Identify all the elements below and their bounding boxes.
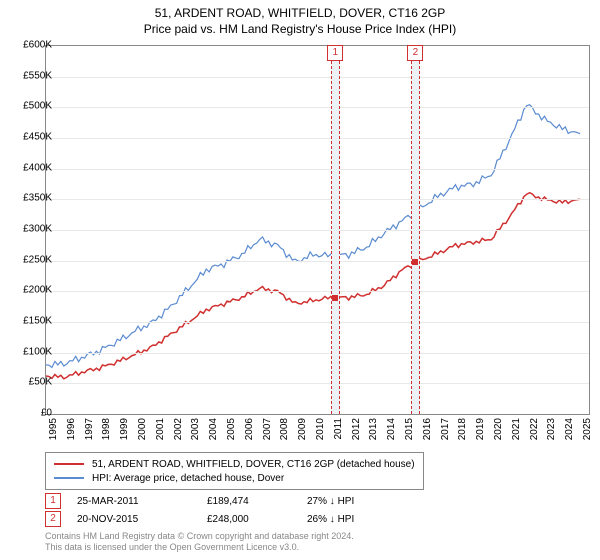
x-axis-label: 2005 <box>226 418 237 448</box>
x-axis-label: 2001 <box>155 418 166 448</box>
y-axis-label: £400K <box>12 162 52 173</box>
event-data-table: 1 25-MAR-2011£189,47427% ↓ HPI 2 20-NOV-201… <box>45 492 397 528</box>
legend-swatch <box>54 477 84 479</box>
chart-title-group: 51, ARDENT ROAD, WHITFIELD, DOVER, CT16 … <box>0 0 600 36</box>
x-axis-label: 2004 <box>208 418 219 448</box>
chart-plot-area: 12 <box>45 45 590 415</box>
x-axis-label: 1997 <box>84 418 95 448</box>
gridline-h <box>46 230 589 231</box>
legend-row: 51, ARDENT ROAD, WHITFIELD, DOVER, CT16 … <box>54 457 415 471</box>
x-axis-label: 1995 <box>48 418 59 448</box>
y-axis-label: £300K <box>12 224 52 235</box>
y-axis-label: £500K <box>12 101 52 112</box>
x-axis-label: 2018 <box>457 418 468 448</box>
x-axis-label: 2016 <box>422 418 433 448</box>
event-band: 2 <box>411 46 420 414</box>
x-axis-label: 2019 <box>475 418 486 448</box>
x-axis-label: 2002 <box>173 418 184 448</box>
y-axis-label: £550K <box>12 70 52 81</box>
y-axis-label: £150K <box>12 316 52 327</box>
x-axis-label: 1999 <box>119 418 130 448</box>
event-data-row: 1 25-MAR-2011£189,47427% ↓ HPI <box>45 492 397 510</box>
sale-marker <box>332 295 338 301</box>
event-price: £189,474 <box>207 496 307 507</box>
x-axis-label: 2006 <box>244 418 255 448</box>
copyright-notice: Contains HM Land Registry data © Crown c… <box>45 531 354 554</box>
x-axis-label: 2000 <box>137 418 148 448</box>
copyright-line1: Contains HM Land Registry data © Crown c… <box>45 531 354 543</box>
x-axis-label: 2023 <box>546 418 557 448</box>
x-axis-label: 2009 <box>297 418 308 448</box>
x-axis-label: 2017 <box>440 418 451 448</box>
gridline-h <box>46 353 589 354</box>
x-axis-label: 2024 <box>564 418 575 448</box>
x-axis-label: 2015 <box>404 418 415 448</box>
x-axis-label: 2021 <box>511 418 522 448</box>
legend-swatch <box>54 463 84 465</box>
x-axis-label: 2022 <box>529 418 540 448</box>
event-number-box: 2 <box>45 511 61 527</box>
x-axis-label: 2014 <box>386 418 397 448</box>
legend: 51, ARDENT ROAD, WHITFIELD, DOVER, CT16 … <box>45 452 424 490</box>
series-line-prop <box>46 193 580 379</box>
event-date: 20-NOV-2015 <box>77 514 207 525</box>
x-axis-label: 2025 <box>582 418 593 448</box>
event-band: 1 <box>331 46 340 414</box>
series-line-hpi <box>46 105 580 368</box>
y-axis-label: £50K <box>12 377 52 388</box>
y-axis-label: £350K <box>12 193 52 204</box>
gridline-h <box>46 138 589 139</box>
gridline-h <box>46 261 589 262</box>
event-marker-number: 2 <box>407 45 423 61</box>
copyright-line2: This data is licensed under the Open Gov… <box>45 542 354 554</box>
sale-marker <box>412 259 418 265</box>
gridline-h <box>46 291 589 292</box>
y-axis-label: £250K <box>12 254 52 265</box>
event-number-box: 1 <box>45 493 61 509</box>
legend-label: 51, ARDENT ROAD, WHITFIELD, DOVER, CT16 … <box>92 459 415 470</box>
event-price: £248,000 <box>207 514 307 525</box>
y-axis-label: £200K <box>12 285 52 296</box>
event-delta: 27% ↓ HPI <box>307 496 397 507</box>
y-axis-label: £450K <box>12 132 52 143</box>
x-axis-label: 2020 <box>493 418 504 448</box>
x-axis-label: 1998 <box>101 418 112 448</box>
y-axis-label: £0 <box>12 408 52 419</box>
event-marker-number: 1 <box>327 45 343 61</box>
gridline-h <box>46 169 589 170</box>
x-axis-label: 1996 <box>66 418 77 448</box>
x-axis-label: 2012 <box>351 418 362 448</box>
legend-row: HPI: Average price, detached house, Dove… <box>54 471 415 485</box>
legend-label: HPI: Average price, detached house, Dove… <box>92 473 284 484</box>
title-address: 51, ARDENT ROAD, WHITFIELD, DOVER, CT16 … <box>0 6 600 20</box>
x-axis-label: 2003 <box>190 418 201 448</box>
event-data-row: 2 20-NOV-2015£248,00026% ↓ HPI <box>45 510 397 528</box>
event-delta: 26% ↓ HPI <box>307 514 397 525</box>
x-axis-label: 2007 <box>262 418 273 448</box>
y-axis-label: £100K <box>12 346 52 357</box>
x-axis-label: 2008 <box>279 418 290 448</box>
gridline-h <box>46 107 589 108</box>
gridline-h <box>46 77 589 78</box>
event-date: 25-MAR-2011 <box>77 496 207 507</box>
x-axis-label: 2010 <box>315 418 326 448</box>
gridline-h <box>46 322 589 323</box>
y-axis-label: £600K <box>12 40 52 51</box>
gridline-h <box>46 199 589 200</box>
x-axis-label: 2011 <box>333 418 344 448</box>
title-subtitle: Price paid vs. HM Land Registry's House … <box>0 22 600 36</box>
gridline-h <box>46 383 589 384</box>
x-axis-label: 2013 <box>368 418 379 448</box>
